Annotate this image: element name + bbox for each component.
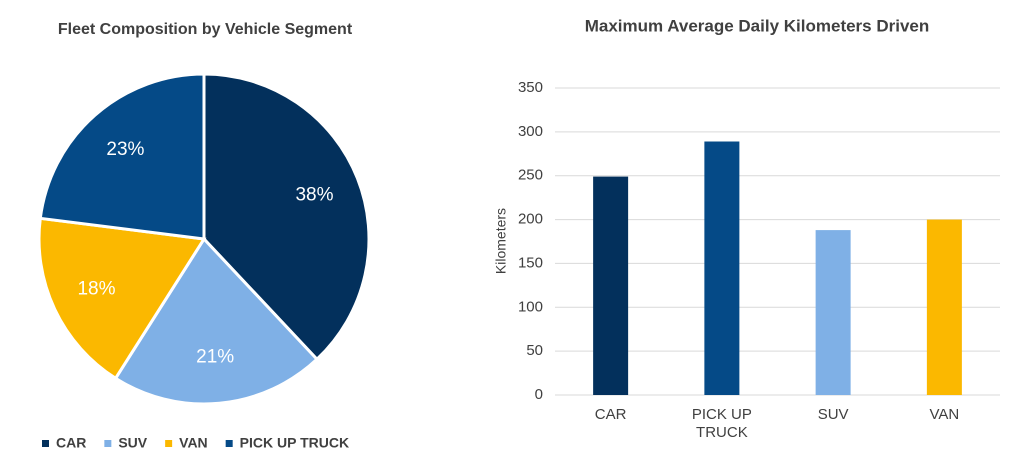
y-tick-label: 0 (535, 386, 543, 403)
x-tick-label: VAN (929, 406, 960, 423)
x-tick-label: PICK UP TRUCK (691, 406, 752, 441)
bar (926, 219, 962, 395)
pie-slice (113, 236, 320, 406)
legend-label: PICK UP TRUCK (240, 435, 349, 451)
pie-label: 23% (106, 139, 144, 160)
y-tick-label: 200 (518, 211, 543, 228)
y-tick-label: 350 (518, 79, 543, 96)
legend-label: CAR (56, 435, 86, 451)
pie-label: 38% (295, 184, 333, 205)
bar (704, 141, 740, 395)
y-tick-label: 250 (518, 167, 543, 184)
bar (593, 176, 629, 395)
legend-swatch (42, 440, 49, 447)
legend-swatch (225, 440, 233, 447)
y-tick-label: 50 (526, 342, 543, 359)
x-tick-label: CAR (594, 406, 627, 423)
pie-label: 21% (196, 346, 234, 367)
pie-title: Fleet Composition by Vehicle Segment (58, 21, 353, 38)
pie-slice (37, 216, 207, 381)
pie-label: 18% (77, 279, 115, 300)
pie-slice (38, 72, 206, 241)
x-tick-label: SUV (817, 406, 849, 423)
legend-swatch (165, 440, 173, 447)
bar (815, 230, 851, 395)
legend-label: SUV (118, 435, 147, 451)
y-axis-label: Kilometers (493, 208, 509, 274)
bar-title: Maximum Average Daily Kilometers Driven (585, 16, 930, 35)
y-tick-label: 100 (518, 298, 543, 315)
y-tick-label: 300 (518, 123, 543, 140)
legend-label: VAN (179, 435, 208, 451)
legend-swatch (104, 440, 112, 447)
y-tick-label: 150 (518, 254, 543, 271)
pie-slice (202, 72, 371, 362)
